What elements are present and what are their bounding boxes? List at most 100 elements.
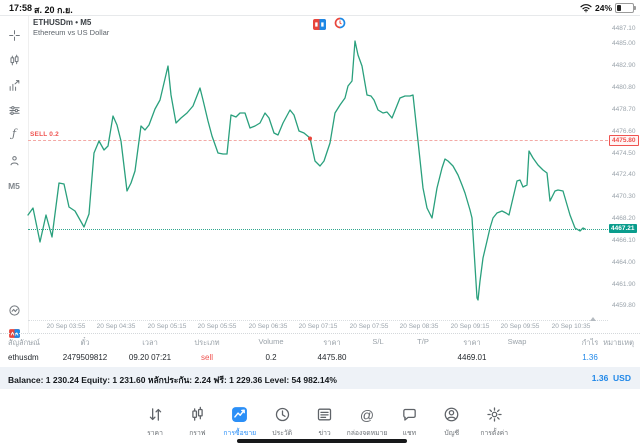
news-icon: [316, 406, 334, 424]
x-axis-baseline: [28, 320, 608, 321]
positions-row-cell: 0.2: [265, 353, 277, 362]
at-icon: @: [359, 407, 375, 423]
y-axis-label: 4487.10: [612, 24, 636, 32]
candles-icon: [188, 406, 206, 424]
positions-header-cell: กำไร: [581, 338, 599, 347]
table-separator: [0, 333, 640, 334]
positions-header-cell: T/P: [417, 337, 429, 346]
functions-icon[interactable]: ƒ: [11, 127, 17, 140]
position-row[interactable]: ethusdm 2479509812 09.20 07:21 sell 0.2 4475.…: [0, 350, 640, 366]
y-axis-label: 4480.80: [612, 83, 636, 91]
profit-currency: USD: [613, 373, 631, 383]
chart-type-candles-icon[interactable]: [0, 54, 28, 67]
y-axis-label: 4485.00: [612, 39, 636, 47]
battery-percent: 24%: [594, 3, 612, 13]
status-bar: 17:58 ส. 20 ก.ย. 24%: [0, 0, 640, 16]
chart-top-border: [0, 15, 640, 16]
one-click-trading-icon[interactable]: [313, 17, 326, 30]
market-sessions-icon[interactable]: [334, 16, 346, 29]
trade-icon: [231, 406, 249, 424]
positions-header-cell: ตั๋ว: [80, 338, 90, 347]
positions-row-cell: 4469.01: [457, 353, 487, 362]
indicators-chart-icon[interactable]: [0, 79, 28, 92]
positions-row-cell: 4475.80: [317, 353, 347, 362]
nav-chart[interactable]: กราฟ: [169, 406, 225, 438]
profit-value: 1.36: [591, 373, 609, 383]
y-axis-label: 4459.80: [612, 301, 636, 309]
x-axis-label: 20 Sep 04:35: [96, 323, 136, 330]
nav-label: กล่องจดหมาย: [346, 430, 388, 437]
positions-header-cell: ราคา: [463, 338, 481, 347]
positions-header-cell: ประเภท: [194, 338, 220, 347]
wifi-icon: [580, 3, 592, 13]
support-mood-icon[interactable]: [0, 304, 28, 317]
nav-accounts[interactable]: บัญชี: [424, 406, 480, 438]
chat-icon: [400, 406, 418, 424]
symbol-timeframe-title: ETHUSDm • M5: [33, 18, 92, 27]
nav-mailbox[interactable]: @ กล่องจดหมาย: [339, 406, 395, 438]
floating-profit: 1.36 USD: [592, 373, 631, 383]
nav-history[interactable]: ประวัติ: [254, 406, 310, 438]
x-axis-label: 20 Sep 07:15: [298, 323, 338, 330]
indicator-settings-icon[interactable]: [0, 104, 28, 117]
chart-left-toolbar: ƒ M5: [0, 16, 29, 338]
nav-news[interactable]: ข่าว: [297, 406, 353, 438]
positions-header-cell: หมายเหตุ: [603, 338, 634, 347]
x-axis-label: 20 Sep 03:55: [46, 323, 86, 330]
positions-header-cell: ราคา: [323, 338, 341, 347]
y-axis-label: 4472.40: [612, 170, 636, 178]
current-price-tag: 4467.21: [609, 224, 637, 233]
positions-header-cell: สัญลักษณ์: [8, 338, 41, 347]
y-axis-label: 4464.00: [612, 258, 636, 266]
positions-header-cell: Swap: [507, 337, 527, 346]
nav-chat[interactable]: แชท: [381, 406, 437, 438]
nav-settings[interactable]: การตั้งค่า: [466, 406, 522, 438]
positions-row-cell: ethusdm: [8, 353, 39, 362]
chart-title-block[interactable]: ETHUSDm • M5 Ethereum vs US Dollar: [33, 18, 109, 38]
home-indicator[interactable]: [237, 439, 407, 443]
nav-label: ราคา: [147, 430, 163, 437]
clock-time: 17:58: [9, 3, 33, 13]
nav-label: การตั้งค่า: [480, 430, 509, 437]
chart-canvas[interactable]: [28, 16, 608, 321]
x-axis-label: 20 Sep 05:55: [197, 323, 237, 330]
sell-price-tag: 4475.80: [609, 134, 639, 146]
x-axis-label: 20 Sep 05:15: [147, 323, 187, 330]
y-axis-label: 4461.90: [612, 280, 636, 288]
battery-icon: [615, 3, 636, 13]
nav-label: แชท: [402, 430, 417, 437]
account-summary-bar: Balance: 1 230.24 Equity: 1 231.60 หลักป…: [0, 367, 640, 389]
positions-row-cell: 2479509812: [62, 353, 108, 362]
status-date: ส. 20 ก.ย.: [34, 5, 73, 15]
y-axis-label: 4476.60: [612, 127, 636, 135]
account-summary-text: Balance: 1 230.24 Equity: 1 231.60 หลักป…: [8, 375, 337, 385]
clock-icon: [273, 406, 291, 424]
crosshair-icon[interactable]: [0, 29, 28, 42]
x-axis-label: 20 Sep 06:35: [248, 323, 288, 330]
nav-label: กราฟ: [189, 430, 206, 437]
x-axis-label: 20 Sep 08:35: [399, 323, 439, 330]
y-axis-label: 4470.30: [612, 192, 636, 200]
y-axis-label: 4466.10: [612, 236, 636, 244]
quotes-icon: [146, 406, 164, 424]
timeframe-badge[interactable]: M5: [8, 181, 20, 191]
nav-trade[interactable]: การซื้อขาย: [212, 406, 268, 438]
y-axis-label: 4468.20: [612, 214, 636, 222]
objects-person-icon[interactable]: [0, 154, 28, 167]
positions-row-cell: sell: [200, 353, 214, 362]
sell-position-line[interactable]: [28, 139, 608, 141]
x-axis-label: 20 Sep 10:35: [551, 323, 591, 330]
y-axis-label: 4478.70: [612, 105, 636, 113]
nav-label: ข่าว: [318, 430, 331, 437]
nav-label: การซื้อขาย: [223, 430, 257, 437]
nav-quotes[interactable]: ราคา: [127, 406, 183, 438]
gear-icon: [485, 406, 503, 424]
y-axis-label: 4474.50: [612, 149, 636, 157]
positions-header-cell: เวลา: [142, 338, 158, 347]
x-axis-label: 20 Sep 09:15: [450, 323, 490, 330]
positions-row-cell: 09.20 07:21: [128, 353, 172, 362]
nav-label: บัญชี: [444, 430, 460, 437]
symbol-description: Ethereum vs US Dollar: [33, 28, 110, 37]
y-axis-label: 4482.90: [612, 61, 636, 69]
account-icon: [443, 406, 461, 424]
